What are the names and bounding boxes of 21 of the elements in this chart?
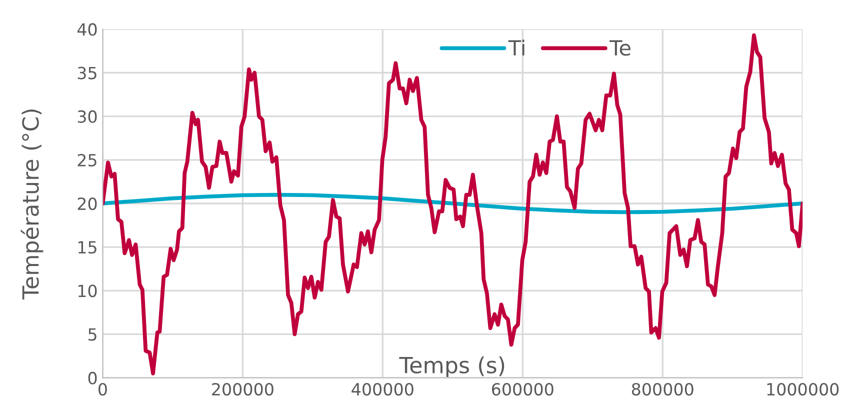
y-tick-label: 0 bbox=[88, 372, 97, 384]
y-tick-label: 5 bbox=[88, 328, 96, 341]
x-tick-label: 600000 bbox=[492, 382, 554, 396]
y-tick-label: 15 bbox=[78, 241, 96, 254]
legend-label: Te bbox=[610, 40, 630, 56]
x-axis-title: Temps (s) bbox=[399, 356, 504, 378]
y-tick-label: 20 bbox=[78, 197, 97, 210]
y-tick-label: 40 bbox=[77, 23, 97, 36]
x-tick-label: 1000000 bbox=[767, 382, 839, 396]
line-series bbox=[102, 192, 803, 214]
x-tick-label: 400000 bbox=[352, 382, 414, 396]
y-tick-label: 10 bbox=[78, 284, 97, 298]
y-axis-title: Température (°C) bbox=[20, 110, 44, 300]
y-tick-label: 35 bbox=[78, 66, 96, 80]
x-tick-label: 0 bbox=[98, 382, 107, 396]
x-tick-label: 800000 bbox=[632, 382, 694, 396]
x-tick-label: 200000 bbox=[212, 382, 274, 396]
line-series bbox=[102, 33, 803, 376]
y-tick-label: 30 bbox=[78, 110, 97, 123]
y-tick-label: 25 bbox=[78, 154, 96, 166]
legend-label: Ti bbox=[508, 40, 524, 56]
